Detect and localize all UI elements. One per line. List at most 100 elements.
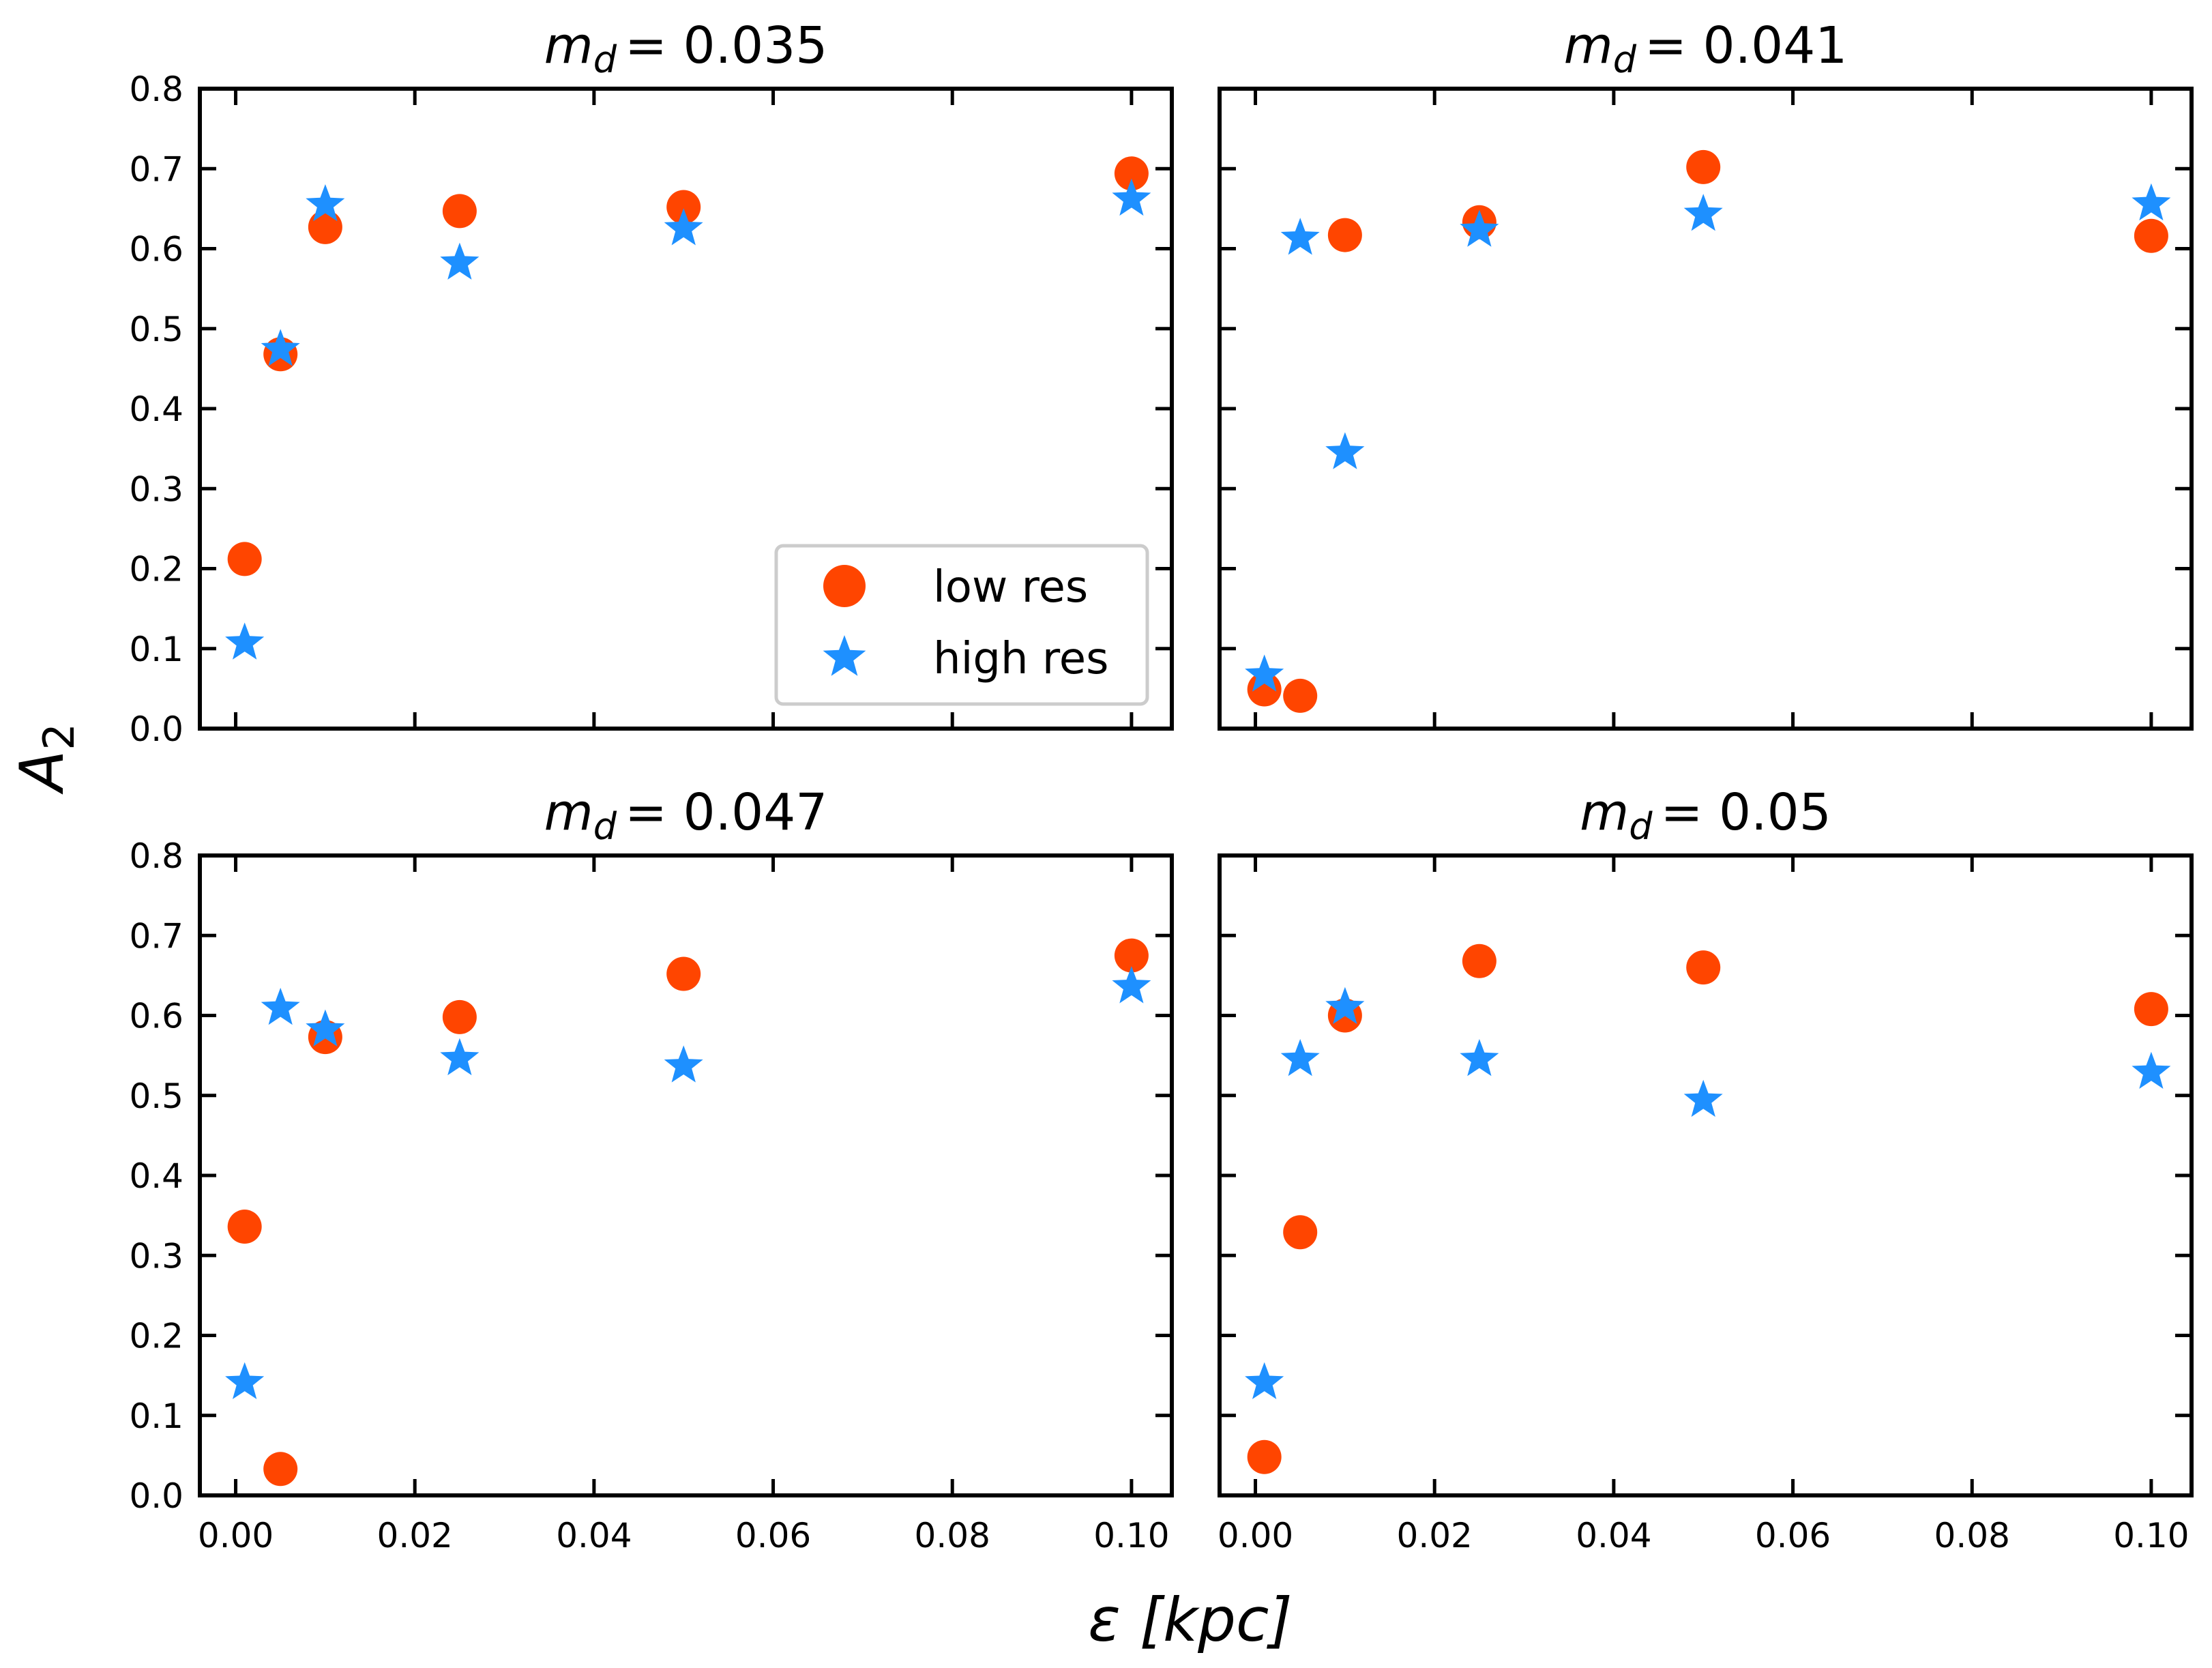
low-res-point xyxy=(666,190,701,224)
high-res-point xyxy=(1245,654,1284,692)
y-tick-label: 0.8 xyxy=(129,70,183,109)
high-res-point xyxy=(1245,1362,1284,1399)
x-tick-label: 0.04 xyxy=(556,1516,632,1555)
low-res-point xyxy=(1114,938,1149,973)
panel-frame xyxy=(1218,853,2194,1497)
x-tick-label: 0.08 xyxy=(1934,1516,2010,1555)
high-res-point xyxy=(1683,1079,1723,1117)
high-res-point xyxy=(225,622,265,660)
high-res-point xyxy=(664,208,703,246)
high-res-point xyxy=(440,242,480,280)
high-res-point xyxy=(1460,209,1499,247)
y-tick-label: 0.1 xyxy=(129,1396,183,1436)
y-tick-label: 0.0 xyxy=(129,1476,183,1516)
legend-low-res-label: low res xyxy=(933,562,1088,613)
panel-title-subscript: d xyxy=(593,38,617,81)
panel-title: md = 0.035 xyxy=(544,16,828,81)
panel-title: md = 0.05 xyxy=(1580,783,1831,848)
panel-title-value: = 0.047 xyxy=(625,783,827,842)
legend: low res high res xyxy=(774,544,1149,706)
low-res-point xyxy=(1686,149,1721,184)
low-res-point xyxy=(2134,992,2168,1027)
high-res-point xyxy=(1325,986,1365,1024)
y-tick-label: 0.1 xyxy=(129,630,183,669)
low-res-point xyxy=(1114,156,1149,191)
x-axis-label: ε [kpc] xyxy=(1088,1585,1292,1655)
high-res-point xyxy=(1683,194,1723,231)
low-res-point xyxy=(308,209,342,244)
high-res-point xyxy=(261,987,300,1025)
high-res-point xyxy=(261,329,300,366)
panel-frame xyxy=(198,853,1174,1497)
panel-frame xyxy=(1218,87,2194,731)
high-res-point xyxy=(1460,1039,1499,1077)
high-res-point xyxy=(1112,966,1151,1004)
panel-title: md = 0.047 xyxy=(544,783,828,848)
panel-title-subscript: d xyxy=(1629,805,1653,848)
panels-layer: md = 0.0350.00.10.20.30.40.50.60.70.8low … xyxy=(129,16,2194,1555)
panel-2: md = 0.041 xyxy=(1218,16,2194,731)
panel-title-value: = 0.041 xyxy=(1645,16,1847,75)
panel-title-value: = 0.05 xyxy=(1661,783,1831,842)
y-tick-label: 0.5 xyxy=(129,310,183,349)
legend-high-res-marker xyxy=(823,635,866,676)
y-tick-label: 0.6 xyxy=(129,230,183,269)
x-tick-label: 0.02 xyxy=(1397,1516,1473,1555)
x-tick-label: 0.00 xyxy=(1218,1516,1293,1555)
x-tick-label: 0.08 xyxy=(915,1516,990,1555)
y-axis-label: A2 xyxy=(7,723,84,795)
y-tick-label: 0.4 xyxy=(129,1156,183,1196)
low-res-point xyxy=(263,1452,298,1487)
panel-frame xyxy=(198,87,1174,731)
high-res-point xyxy=(1280,1039,1320,1077)
high-res-point xyxy=(306,1009,345,1047)
low-res-point xyxy=(227,542,262,576)
high-res-point xyxy=(1325,432,1365,469)
x-tick-label: 0.06 xyxy=(1755,1516,1831,1555)
panel-title-subscript: d xyxy=(1613,38,1637,81)
panel-1: md = 0.035 0.0 0.1 0.2 0.3 0.4 0.5 0.6 0.7 0.8 low … xyxy=(129,16,1174,749)
x-tick-label: 0.02 xyxy=(377,1516,453,1555)
high-res-point xyxy=(664,1045,703,1083)
high-res-point xyxy=(1112,178,1151,216)
low-res-point xyxy=(666,956,701,991)
y-axis-label-main: A xyxy=(7,750,77,795)
y-tick-label: 0.5 xyxy=(129,1077,183,1116)
y-tick-label: 0.0 xyxy=(129,709,183,749)
legend-frame xyxy=(774,544,1149,706)
svg-text:A2: A2 xyxy=(7,723,84,795)
legend-low-res-marker xyxy=(823,565,866,607)
high-res-point xyxy=(2132,1051,2171,1089)
panel-title-symbol: m xyxy=(544,16,593,75)
low-res-point xyxy=(2134,218,2168,253)
high-res-point xyxy=(440,1038,480,1076)
high-res-point xyxy=(1280,218,1320,255)
panel-3: md = 0.047 0.00 0.02 0.04 0.06 0.08 0.10 0.0 0.1 0… xyxy=(129,783,1174,1555)
panel-title-value: = 0.035 xyxy=(625,16,827,75)
low-res-point xyxy=(1462,943,1496,978)
y-tick-label: 0.3 xyxy=(129,1236,183,1276)
x-tick-label: 0.00 xyxy=(198,1516,274,1555)
y-tick-label: 0.2 xyxy=(129,1317,183,1356)
panel-title-symbol: m xyxy=(544,783,593,842)
y-axis-label-subscript: 2 xyxy=(34,723,84,750)
x-tick-label: 0.10 xyxy=(2113,1516,2189,1555)
y-tick-label: 0.4 xyxy=(129,390,183,429)
panel-4: md = 0.05 0.00 0.02 0.04 0.06 0.08 0.10 xyxy=(1218,783,2194,1555)
panel-title-subscript: d xyxy=(593,805,617,848)
x-tick-label: 0.10 xyxy=(1093,1516,1169,1555)
y-tick-label: 0.7 xyxy=(129,149,183,189)
panel-title-symbol: m xyxy=(1580,783,1629,842)
panel-title: md = 0.041 xyxy=(1564,16,1848,81)
low-res-point xyxy=(1283,1215,1318,1250)
y-tick-label: 0.3 xyxy=(129,469,183,509)
low-res-point xyxy=(442,999,477,1034)
y-tick-label: 0.8 xyxy=(129,836,183,876)
low-res-point xyxy=(1283,678,1318,713)
low-res-point xyxy=(1686,950,1721,985)
low-res-point xyxy=(1247,1439,1282,1474)
legend-high-res-label: high res xyxy=(933,634,1109,684)
